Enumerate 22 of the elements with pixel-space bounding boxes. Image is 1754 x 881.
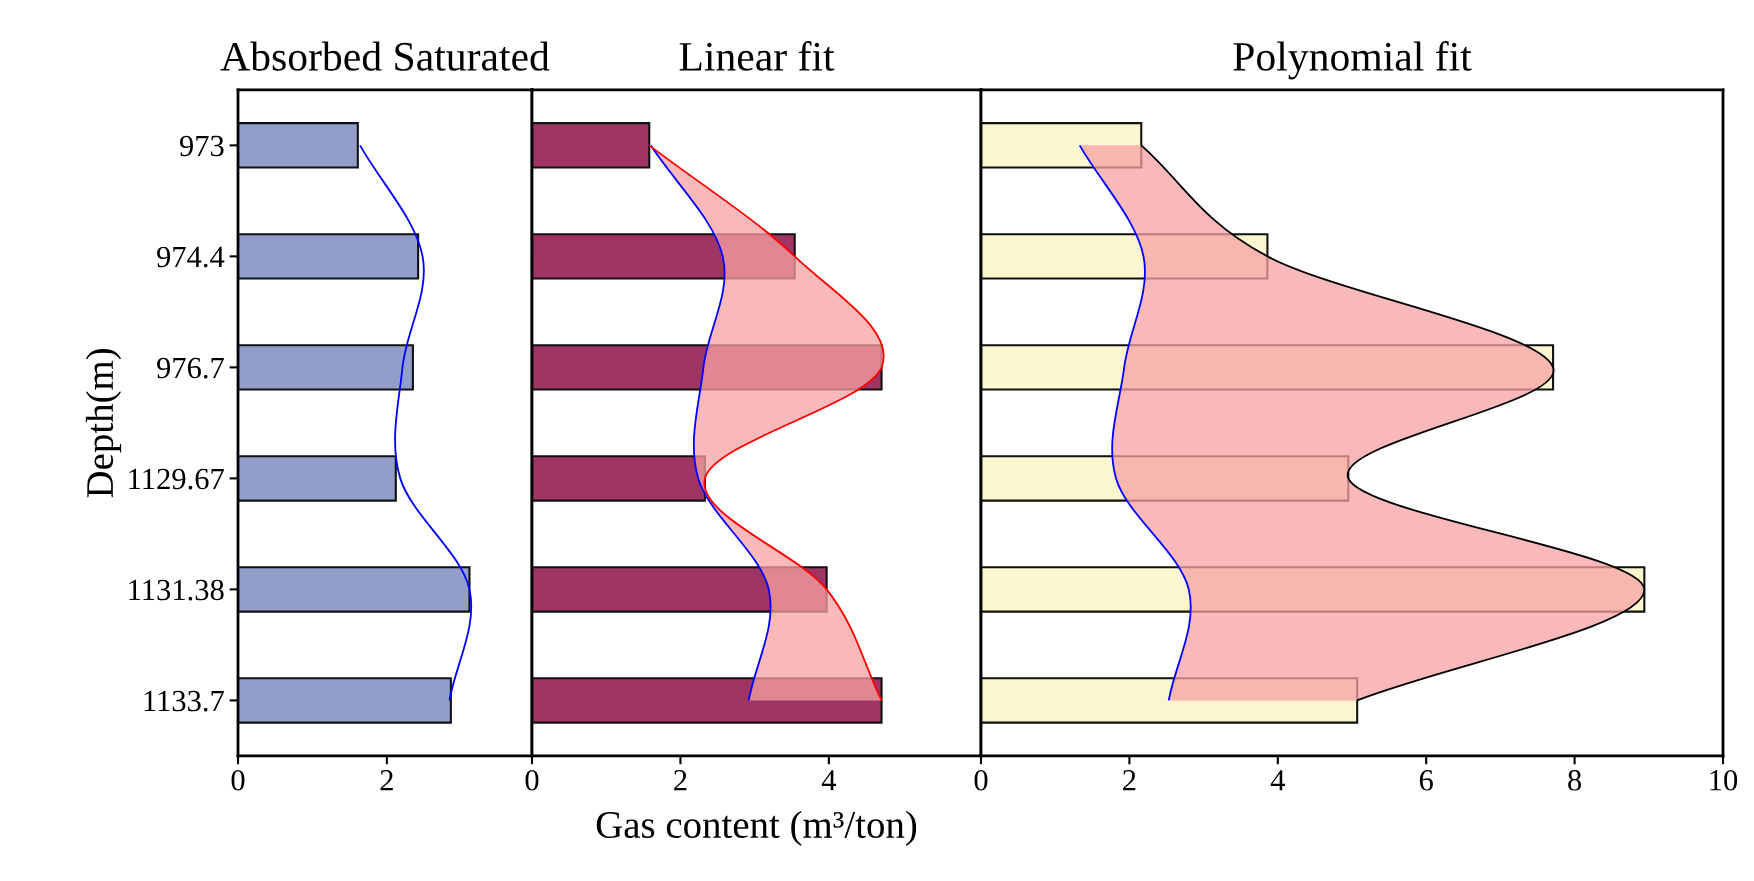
chart-title: Absorbed Saturated xyxy=(220,41,550,71)
x-tick-label: 10 xyxy=(1710,769,1738,791)
x-tick-label: 0 xyxy=(231,769,245,791)
y-tick-label: 1129.67 xyxy=(129,468,224,490)
x-tick-label: 8 xyxy=(1568,769,1582,791)
x-tick-label: 4 xyxy=(821,770,837,791)
y-tick-label: 1131.38 xyxy=(129,579,224,601)
chart-title: Polynomial fit xyxy=(1233,41,1472,80)
x-tick-label: 2 xyxy=(674,770,687,791)
y-tick-label: 973 xyxy=(179,135,224,157)
x-tick-label: 2 xyxy=(380,770,393,791)
x-tick-label: 4 xyxy=(1270,770,1285,791)
x-tick-label: 6 xyxy=(1419,770,1433,791)
chart-title: Linear fit xyxy=(679,41,835,71)
y-tick-label: 974.4 xyxy=(157,246,225,268)
x-tick-label: 2 xyxy=(1123,770,1136,791)
x-tick-label: 0 xyxy=(974,769,988,791)
x-axis-title: Gas content (m³/ton) xyxy=(596,810,917,846)
y-axis-title: Depth(m) xyxy=(85,348,122,498)
y-tick-label: 1133.7 xyxy=(144,690,224,712)
y-tick-label: 976.7 xyxy=(157,357,224,379)
x-tick-label: 0 xyxy=(525,769,539,791)
